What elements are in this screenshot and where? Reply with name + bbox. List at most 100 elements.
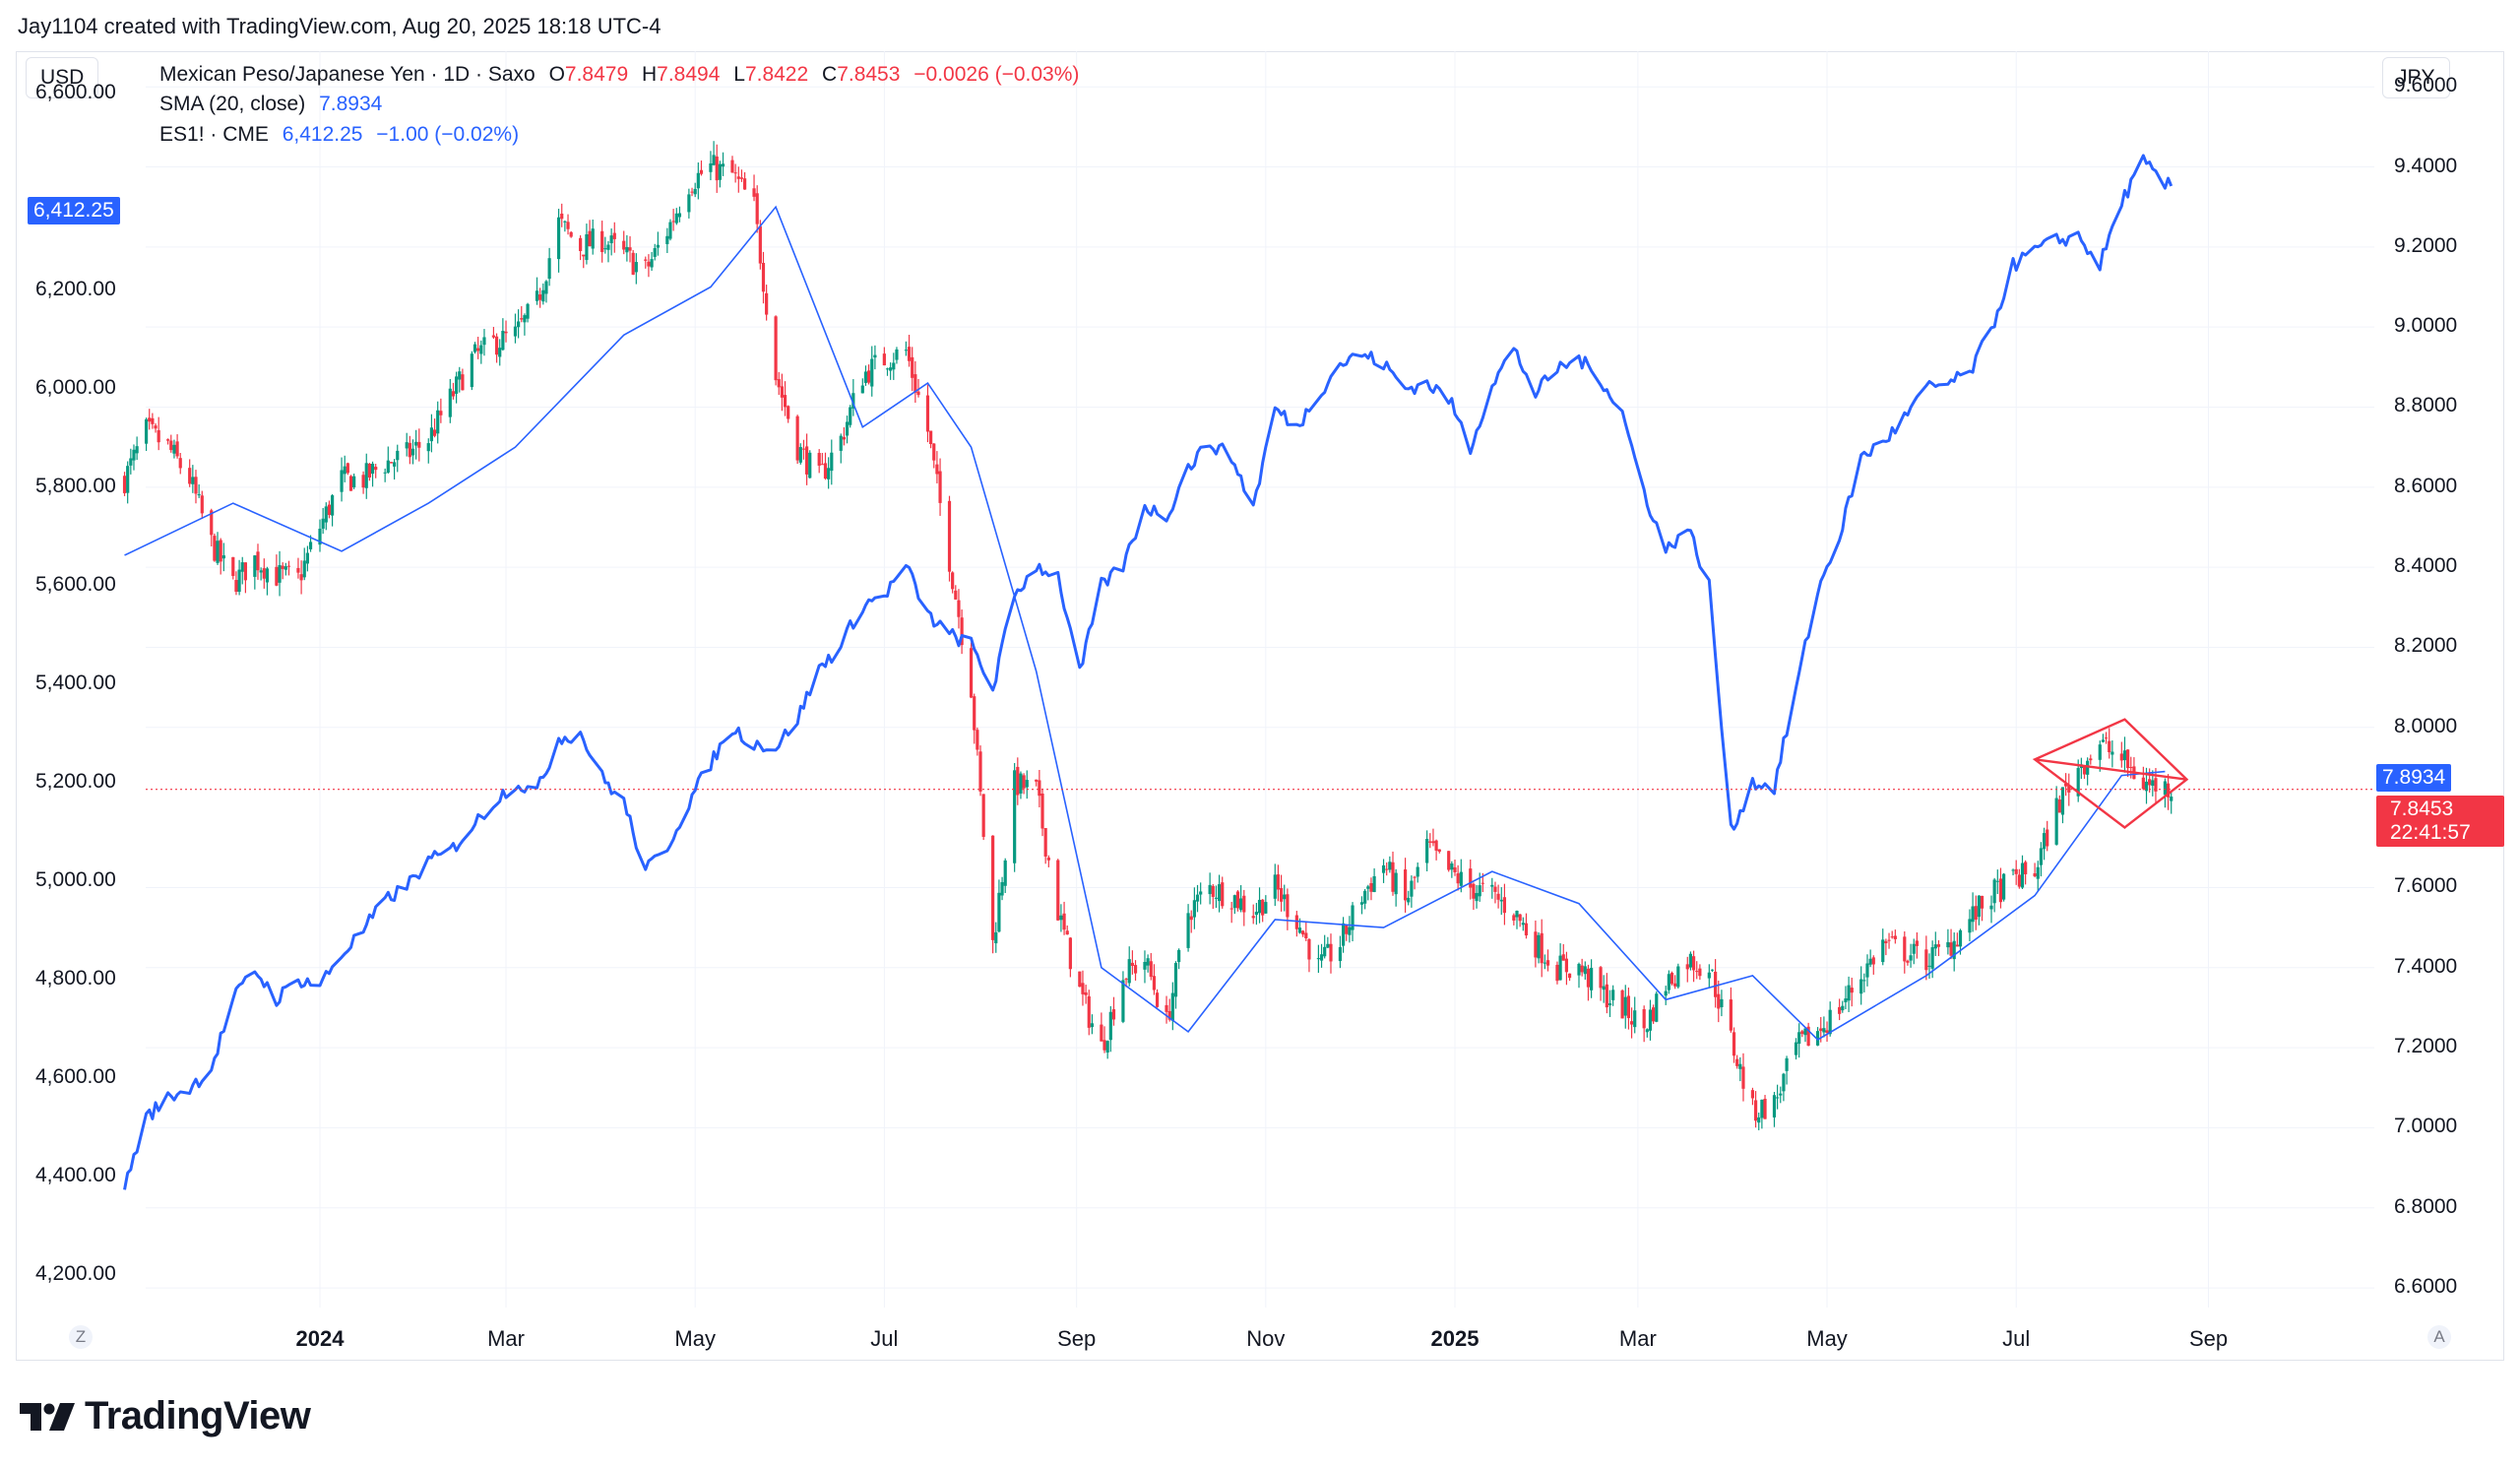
mxnjpy-candle-body xyxy=(2108,740,2111,753)
left-axis-currency[interactable]: USD xyxy=(26,57,99,98)
mxnjpy-candle-body xyxy=(1189,916,1193,921)
mxnjpy-candle-body xyxy=(1785,1057,1789,1071)
mxnjpy-candle-body xyxy=(1946,941,1950,948)
time-axis-label: Mar xyxy=(1618,1326,1657,1351)
mxnjpy-candle-body xyxy=(1620,990,1624,1019)
mxnjpy-candle-body xyxy=(994,931,998,944)
mxnjpy-candle-body xyxy=(498,348,502,357)
mxnjpy-candle-body xyxy=(1016,766,1020,796)
mxnjpy-candle-body xyxy=(1800,1031,1804,1035)
right-axis-tick: 7.4000 xyxy=(2394,954,2458,978)
mxnjpy-candle-body xyxy=(960,617,964,646)
mxnjpy-candle-body xyxy=(761,263,766,292)
mxnjpy-candle-body xyxy=(253,555,257,577)
mxnjpy-candle-body xyxy=(154,425,158,429)
mxnjpy-candle-body xyxy=(1729,999,1732,1031)
mxnjpy-candle-body xyxy=(1698,968,1702,977)
tradingview-logo[interactable]: TradingView xyxy=(20,1394,311,1438)
mxnjpy-candle-body xyxy=(1558,955,1562,981)
mxnjpy-candle-body xyxy=(569,231,573,237)
mxnjpy-candle-body xyxy=(1974,906,1978,921)
mxnjpy-candle-body xyxy=(476,348,480,351)
mxnjpy-candle-body xyxy=(1283,894,1287,900)
left-axis-tick: 5,200.00 xyxy=(35,769,116,793)
mxnjpy-candle-body xyxy=(2082,767,2087,775)
mxnjpy-candle-body xyxy=(866,370,871,383)
mxnjpy-candle-body xyxy=(628,247,632,251)
legend-es[interactable]: ES1! · CME 6,412.25 −1.00 (−0.02%) xyxy=(159,123,527,147)
mxnjpy-candle-body xyxy=(429,427,434,442)
mxnjpy-candle-body xyxy=(461,374,465,391)
mxnjpy-candle-body xyxy=(755,193,759,224)
legend-sma[interactable]: SMA (20, close) 7.8934 xyxy=(159,93,390,116)
mxnjpy-candle-body xyxy=(219,540,222,562)
mxnjpy-candle-body xyxy=(1741,1066,1745,1089)
mxnjpy-candle-body xyxy=(842,436,846,440)
mxnjpy-candle-body xyxy=(1691,956,1696,971)
mxnjpy-candle-body xyxy=(1087,995,1091,1028)
mxnjpy-candle-body xyxy=(1797,1032,1801,1045)
mxnjpy-last-price-tag: 7.8453 22:41:57 xyxy=(2376,796,2504,847)
mxnjpy-candle-body xyxy=(237,569,241,593)
mxnjpy-candle-body xyxy=(370,463,375,475)
mxnjpy-last-price: 7.8453 xyxy=(2390,798,2454,820)
mxnjpy-candle-body xyxy=(1648,1009,1653,1031)
log-scale-toggle[interactable]: Z xyxy=(69,1325,93,1349)
right-axis-tick: 6.8000 xyxy=(2394,1194,2458,1218)
mxnjpy-candle-body xyxy=(2024,862,2028,874)
mxnjpy-candle-body xyxy=(1394,872,1398,895)
mxnjpy-candle-body xyxy=(213,536,217,561)
mxnjpy-candle-body xyxy=(1567,973,1572,979)
time-axis-label: Sep xyxy=(2188,1326,2229,1351)
mxnjpy-candle-body xyxy=(1865,963,1869,978)
mxnjpy-candle-body xyxy=(1772,1095,1777,1118)
mxnjpy-candle-body xyxy=(1924,949,1928,971)
legend-main[interactable]: Mexican Peso/Japanese Yen · 1D · Saxo O7… xyxy=(159,63,1095,87)
mxnjpy-candle-body xyxy=(1645,1029,1649,1033)
mxnjpy-candle-body xyxy=(1537,934,1541,959)
mxnjpy-candle-body xyxy=(2141,777,2145,790)
mxnjpy-candle-body xyxy=(1235,891,1240,909)
mxnjpy-candle-body xyxy=(1847,985,1851,1001)
mxnjpy-candle-body xyxy=(1286,894,1290,918)
mxnjpy-candle-body xyxy=(696,172,700,189)
mxnjpy-candle-body xyxy=(1323,946,1327,957)
mxnjpy-candle-body xyxy=(804,446,809,475)
mxnjpy-candle-body xyxy=(2042,833,2047,850)
mxnjpy-candle-body xyxy=(439,411,443,415)
mxnjpy-candle-body xyxy=(1090,1023,1095,1028)
mxnjpy-candle-body xyxy=(278,564,282,583)
mxnjpy-candle-body xyxy=(1111,1009,1116,1020)
mxnjpy-candle-body xyxy=(1078,971,1082,988)
mxnjpy-candle-body xyxy=(1673,983,1677,987)
mxnjpy-candle-body xyxy=(2057,799,2061,813)
mxnjpy-candle-body xyxy=(1512,915,1516,921)
mxnjpy-candle-body xyxy=(631,252,635,275)
mxnjpy-candle-body xyxy=(1980,895,1984,909)
mxnjpy-candle-body xyxy=(346,463,349,474)
mxnjpy-candle-body xyxy=(144,418,149,444)
mxnjpy-candle-body xyxy=(302,560,306,578)
mxnjpy-candle-body xyxy=(1524,923,1529,936)
mxnjpy-candle-body xyxy=(969,648,974,698)
right-axis-currency[interactable]: JPY xyxy=(2382,57,2450,98)
mxnjpy-candle-body xyxy=(1152,976,1157,990)
mxnjpy-candle-body xyxy=(286,565,291,567)
auto-scale-toggle[interactable]: A xyxy=(2427,1325,2451,1349)
mxnjpy-candle-body xyxy=(1825,1030,1829,1034)
mxnjpy-candle-body xyxy=(774,316,778,381)
mxnjpy-candle-body xyxy=(1273,874,1277,899)
series-lines xyxy=(123,154,2174,1190)
mxnjpy-candle-body xyxy=(1254,912,1258,916)
mxnjpy-candle-body xyxy=(715,156,719,181)
mxnjpy-candle-body xyxy=(839,435,843,451)
right-axis-tick: 8.2000 xyxy=(2394,634,2458,658)
mxnjpy-candle-body xyxy=(544,281,548,294)
left-axis-tick: 6,000.00 xyxy=(35,375,116,399)
right-axis-tick: 9.4000 xyxy=(2394,154,2458,177)
mxnjpy-candle-body xyxy=(1862,980,1866,982)
mxnjpy-candle-body xyxy=(1583,966,1587,975)
mxnjpy-candle-body xyxy=(2060,787,2065,815)
mxnjpy-candle-body xyxy=(1000,881,1004,896)
